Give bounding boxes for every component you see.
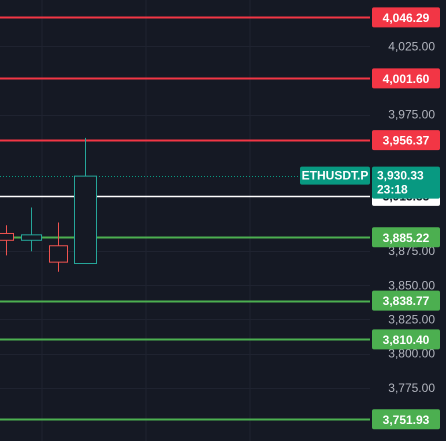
y-tick-label: 3,800.00 [388, 347, 435, 361]
resistance-badge-label: 4,001.60 [383, 72, 430, 86]
support-badge-label: 3,885.22 [383, 231, 430, 245]
support-badge-label: 3,751.93 [383, 413, 430, 427]
price-level-lines [0, 16, 370, 421]
current-price-label: 3,930.33 [377, 169, 424, 183]
y-tick-label: 3,875.00 [388, 244, 435, 258]
support-badge [372, 329, 440, 350]
support-badge-label: 3,838.77 [383, 294, 430, 308]
candlesticks [0, 137, 97, 272]
support-badge-label: 3,810.40 [383, 333, 430, 347]
current-price-badge [372, 166, 440, 199]
candle-body [0, 232, 14, 241]
grid-lines [0, 0, 370, 441]
y-tick-label: 3,775.00 [388, 381, 435, 395]
candle-body [74, 175, 97, 265]
price-axis-ticks: 4,025.00 3,975.00 3,875.00 3,850.00 3,825.00… [388, 39, 435, 394]
countdown-label: 23:18 [377, 183, 408, 197]
symbol-badge [300, 166, 370, 185]
price-level-badges: 4,046.29 4,001.60 3,956.37 3,885.22 3,838.77… [300, 7, 440, 430]
resistance-badge [372, 130, 440, 151]
y-tick-label: 3,975.00 [388, 108, 435, 122]
y-tick-label: 3,850.00 [388, 278, 435, 292]
resistance-badge [372, 68, 440, 89]
resistance-badge [372, 7, 440, 28]
y-tick-label: 4,025.00 [388, 39, 435, 53]
resistance-badge-label: 4,046.29 [383, 11, 430, 25]
symbol-label: ETHUSDT.P [302, 169, 369, 183]
resistance-badge-label: 3,956.37 [383, 134, 430, 148]
candle-body [49, 245, 68, 263]
support-badge [372, 409, 440, 430]
y-tick-label: 3,825.00 [388, 312, 435, 326]
candle-body [21, 234, 42, 241]
support-badge [372, 290, 440, 311]
support-badge [372, 227, 440, 248]
